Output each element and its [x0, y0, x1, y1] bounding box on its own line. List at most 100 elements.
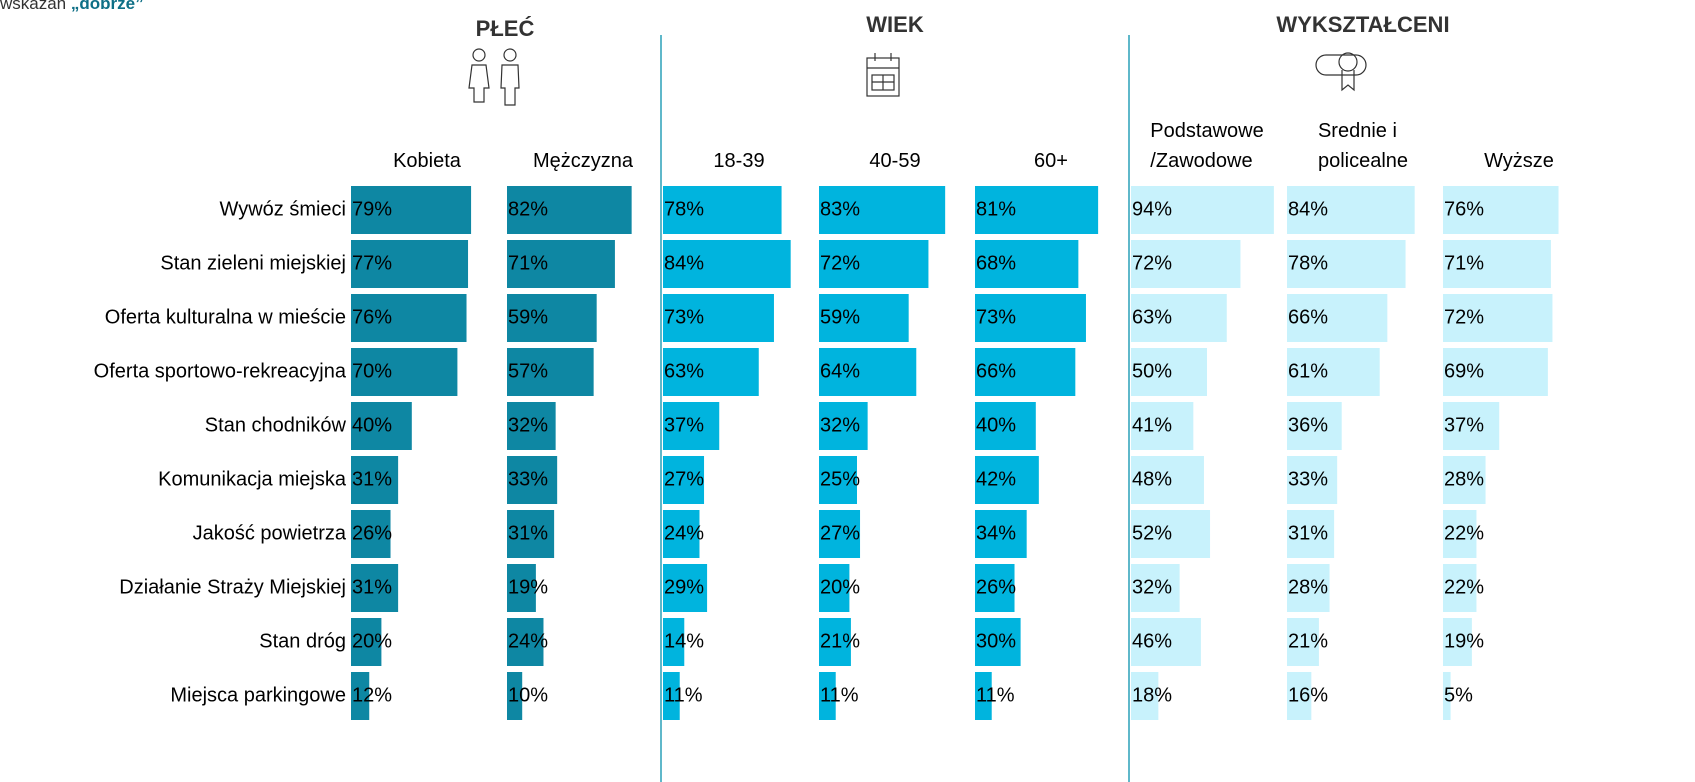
- row-label: Komunikacja miejska: [158, 468, 347, 490]
- value-label: 21%: [820, 630, 860, 652]
- row-label: Wywóz śmieci: [220, 198, 347, 220]
- bar: [663, 240, 791, 288]
- row-label: Stan zieleni miejskiej: [160, 252, 346, 274]
- value-label: 42%: [976, 468, 1016, 490]
- bar: [663, 510, 700, 558]
- bar: [819, 672, 836, 720]
- value-label: 11%: [820, 684, 859, 706]
- row-label: Działanie Straży Miejskiej: [119, 576, 346, 598]
- bar: [663, 456, 705, 504]
- bar: [1287, 456, 1338, 504]
- group-title: WYKSZTAŁCENI: [1276, 12, 1450, 37]
- column-header: 60+: [1034, 150, 1068, 172]
- bar: [1443, 510, 1477, 558]
- value-label: 25%: [820, 468, 860, 490]
- bar: [1443, 456, 1486, 504]
- bar: [507, 672, 523, 720]
- value-label: 72%: [820, 252, 860, 274]
- value-label: 28%: [1288, 576, 1328, 598]
- bar: [975, 402, 1036, 450]
- bar: [351, 348, 458, 396]
- row-label: Jakość powietrza: [193, 522, 347, 544]
- bar: [1287, 348, 1380, 396]
- value-label: 79%: [352, 198, 392, 220]
- bar: [1287, 186, 1415, 234]
- bar: [1131, 294, 1227, 342]
- bar: [507, 240, 615, 288]
- value-label: 28%: [1444, 468, 1484, 490]
- value-label: 72%: [1132, 252, 1172, 274]
- value-label: 27%: [664, 468, 704, 490]
- bar: [663, 402, 720, 450]
- bar: [1131, 510, 1211, 558]
- bar: [1287, 564, 1330, 612]
- value-label: 68%: [976, 252, 1016, 274]
- value-label: 12%: [352, 684, 392, 706]
- row-label: Stan dróg: [259, 630, 346, 652]
- value-label: 69%: [1444, 360, 1484, 382]
- value-label: 61%: [1288, 360, 1328, 382]
- row-label: Stan chodników: [205, 414, 347, 436]
- bar: [975, 564, 1015, 612]
- value-label: 30%: [976, 630, 1016, 652]
- bar: [663, 186, 782, 234]
- subtitle-emphasis: „dobrze”: [70, 0, 144, 13]
- value-label: 57%: [508, 360, 548, 382]
- bar: [1443, 618, 1472, 666]
- bar: [507, 402, 556, 450]
- bar: [1443, 402, 1500, 450]
- value-label: 52%: [1132, 522, 1172, 544]
- value-label: 19%: [508, 576, 548, 598]
- bar: [351, 294, 467, 342]
- bar: [351, 402, 412, 450]
- value-label: 84%: [664, 252, 704, 274]
- bar: [1443, 294, 1553, 342]
- bar: [975, 672, 992, 720]
- value-label: 66%: [976, 360, 1016, 382]
- value-label: 37%: [664, 414, 704, 436]
- bar: [1131, 348, 1207, 396]
- value-label: 36%: [1288, 414, 1328, 436]
- bar: [351, 672, 370, 720]
- value-label: 71%: [1444, 252, 1484, 274]
- bar: [1131, 402, 1194, 450]
- bar: [351, 510, 391, 558]
- value-label: 31%: [1288, 522, 1328, 544]
- value-label: 24%: [664, 522, 704, 544]
- value-label: 76%: [352, 306, 392, 328]
- bar: [1443, 348, 1548, 396]
- bar: [663, 564, 708, 612]
- bar: [1287, 618, 1319, 666]
- value-label: 94%: [1132, 198, 1172, 220]
- value-label: 48%: [1132, 468, 1172, 490]
- bar: [1131, 672, 1159, 720]
- value-label: 31%: [508, 522, 548, 544]
- bar: [663, 348, 759, 396]
- subtitle: wskazań „dobrze”: [0, 0, 144, 14]
- value-label: 33%: [508, 468, 548, 490]
- bar: [1287, 240, 1406, 288]
- bar: [1131, 456, 1204, 504]
- value-label: 59%: [508, 306, 548, 328]
- value-label: 34%: [976, 522, 1016, 544]
- bar: [663, 672, 680, 720]
- bar: [507, 186, 632, 234]
- value-label: 20%: [820, 576, 860, 598]
- bar: [351, 564, 399, 612]
- column-header: 40-59: [869, 150, 921, 172]
- value-label: 76%: [1444, 198, 1484, 220]
- bar: [1287, 510, 1335, 558]
- bar: [975, 240, 1079, 288]
- column-header: 18-39: [713, 150, 765, 172]
- bar: [1287, 294, 1388, 342]
- bar: [975, 618, 1021, 666]
- bar: [507, 510, 555, 558]
- subtitle-text: wskazań: [0, 0, 67, 13]
- value-label: 18%: [1132, 684, 1172, 706]
- bar: [819, 564, 850, 612]
- value-label: 31%: [352, 576, 392, 598]
- value-label: 21%: [1288, 630, 1328, 652]
- value-label: 26%: [352, 522, 392, 544]
